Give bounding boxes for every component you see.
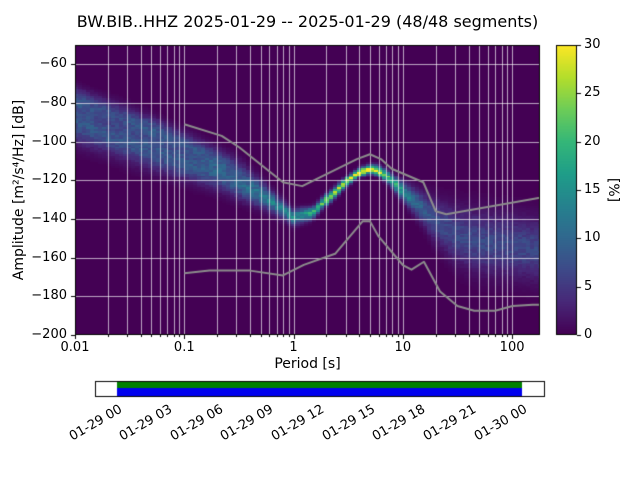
x-tick-label: 1 xyxy=(289,340,298,355)
x-tick-label: 0.01 xyxy=(60,340,90,355)
colorbar-tick-label: 15 xyxy=(584,182,601,197)
x-axis-label: Period [s] xyxy=(274,356,341,372)
colorbar-tick-label: 20 xyxy=(584,133,601,149)
chart-title: BW.BIB..HHZ 2025-01-29 -- 2025-01-29 (48… xyxy=(76,12,539,31)
x-tick-label: 0.1 xyxy=(173,340,195,355)
y-tick-label: −200 xyxy=(31,327,67,342)
y-tick-label: −140 xyxy=(31,211,67,226)
y-tick-label: −80 xyxy=(39,95,67,110)
colorbar-tick-label: 10 xyxy=(584,230,601,246)
x-tick-label: 100 xyxy=(499,340,525,355)
colorbar-label: [%] xyxy=(605,177,621,203)
y-tick-label: −100 xyxy=(31,133,67,149)
y-tick-label: −160 xyxy=(31,249,67,265)
y-tick-label: −180 xyxy=(31,288,67,304)
colorbar-tick-label: 0 xyxy=(584,327,593,342)
y-tick-label: −60 xyxy=(39,56,67,72)
colorbar-tick-label: 5 xyxy=(584,278,593,294)
y-tick-label: −120 xyxy=(31,172,67,188)
x-tick-label: 10 xyxy=(394,340,412,355)
colorbar-tick-label: 30 xyxy=(584,37,601,52)
colorbar-tick-label: 25 xyxy=(584,85,601,101)
